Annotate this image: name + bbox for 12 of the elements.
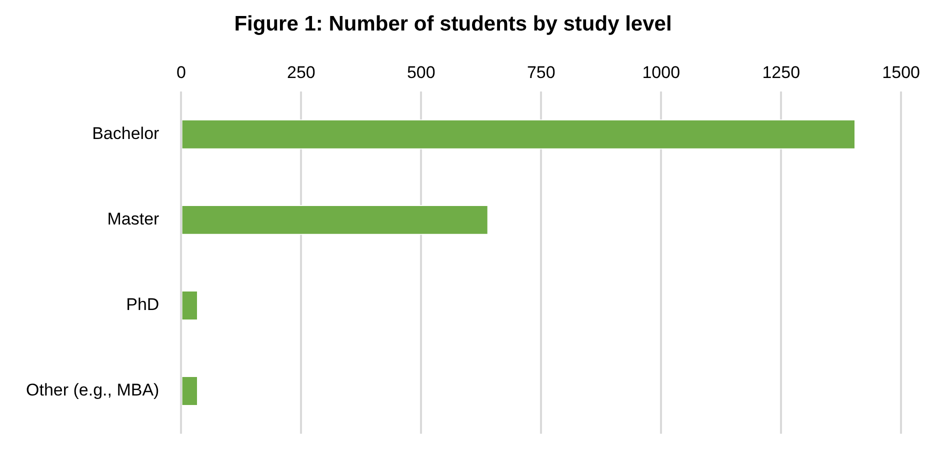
y-tick-label: Other (e.g., MBA): [26, 380, 160, 400]
x-tick-label: 1000: [642, 63, 680, 82]
x-tick-label: 250: [286, 63, 316, 82]
y-tick-label: Master: [107, 210, 160, 229]
x-tick-label: 1500: [882, 63, 920, 82]
y-tick-label: Bachelor: [92, 124, 160, 144]
x-tick-label: 1250: [762, 63, 800, 82]
x-tick-label: 500: [406, 63, 436, 82]
y-tick-label: PhD: [126, 295, 160, 314]
x-tick-label: 750: [526, 63, 556, 82]
x-tick-label: 0: [176, 63, 186, 82]
chart-title: Figure 1: Number of students by study level: [234, 12, 672, 36]
